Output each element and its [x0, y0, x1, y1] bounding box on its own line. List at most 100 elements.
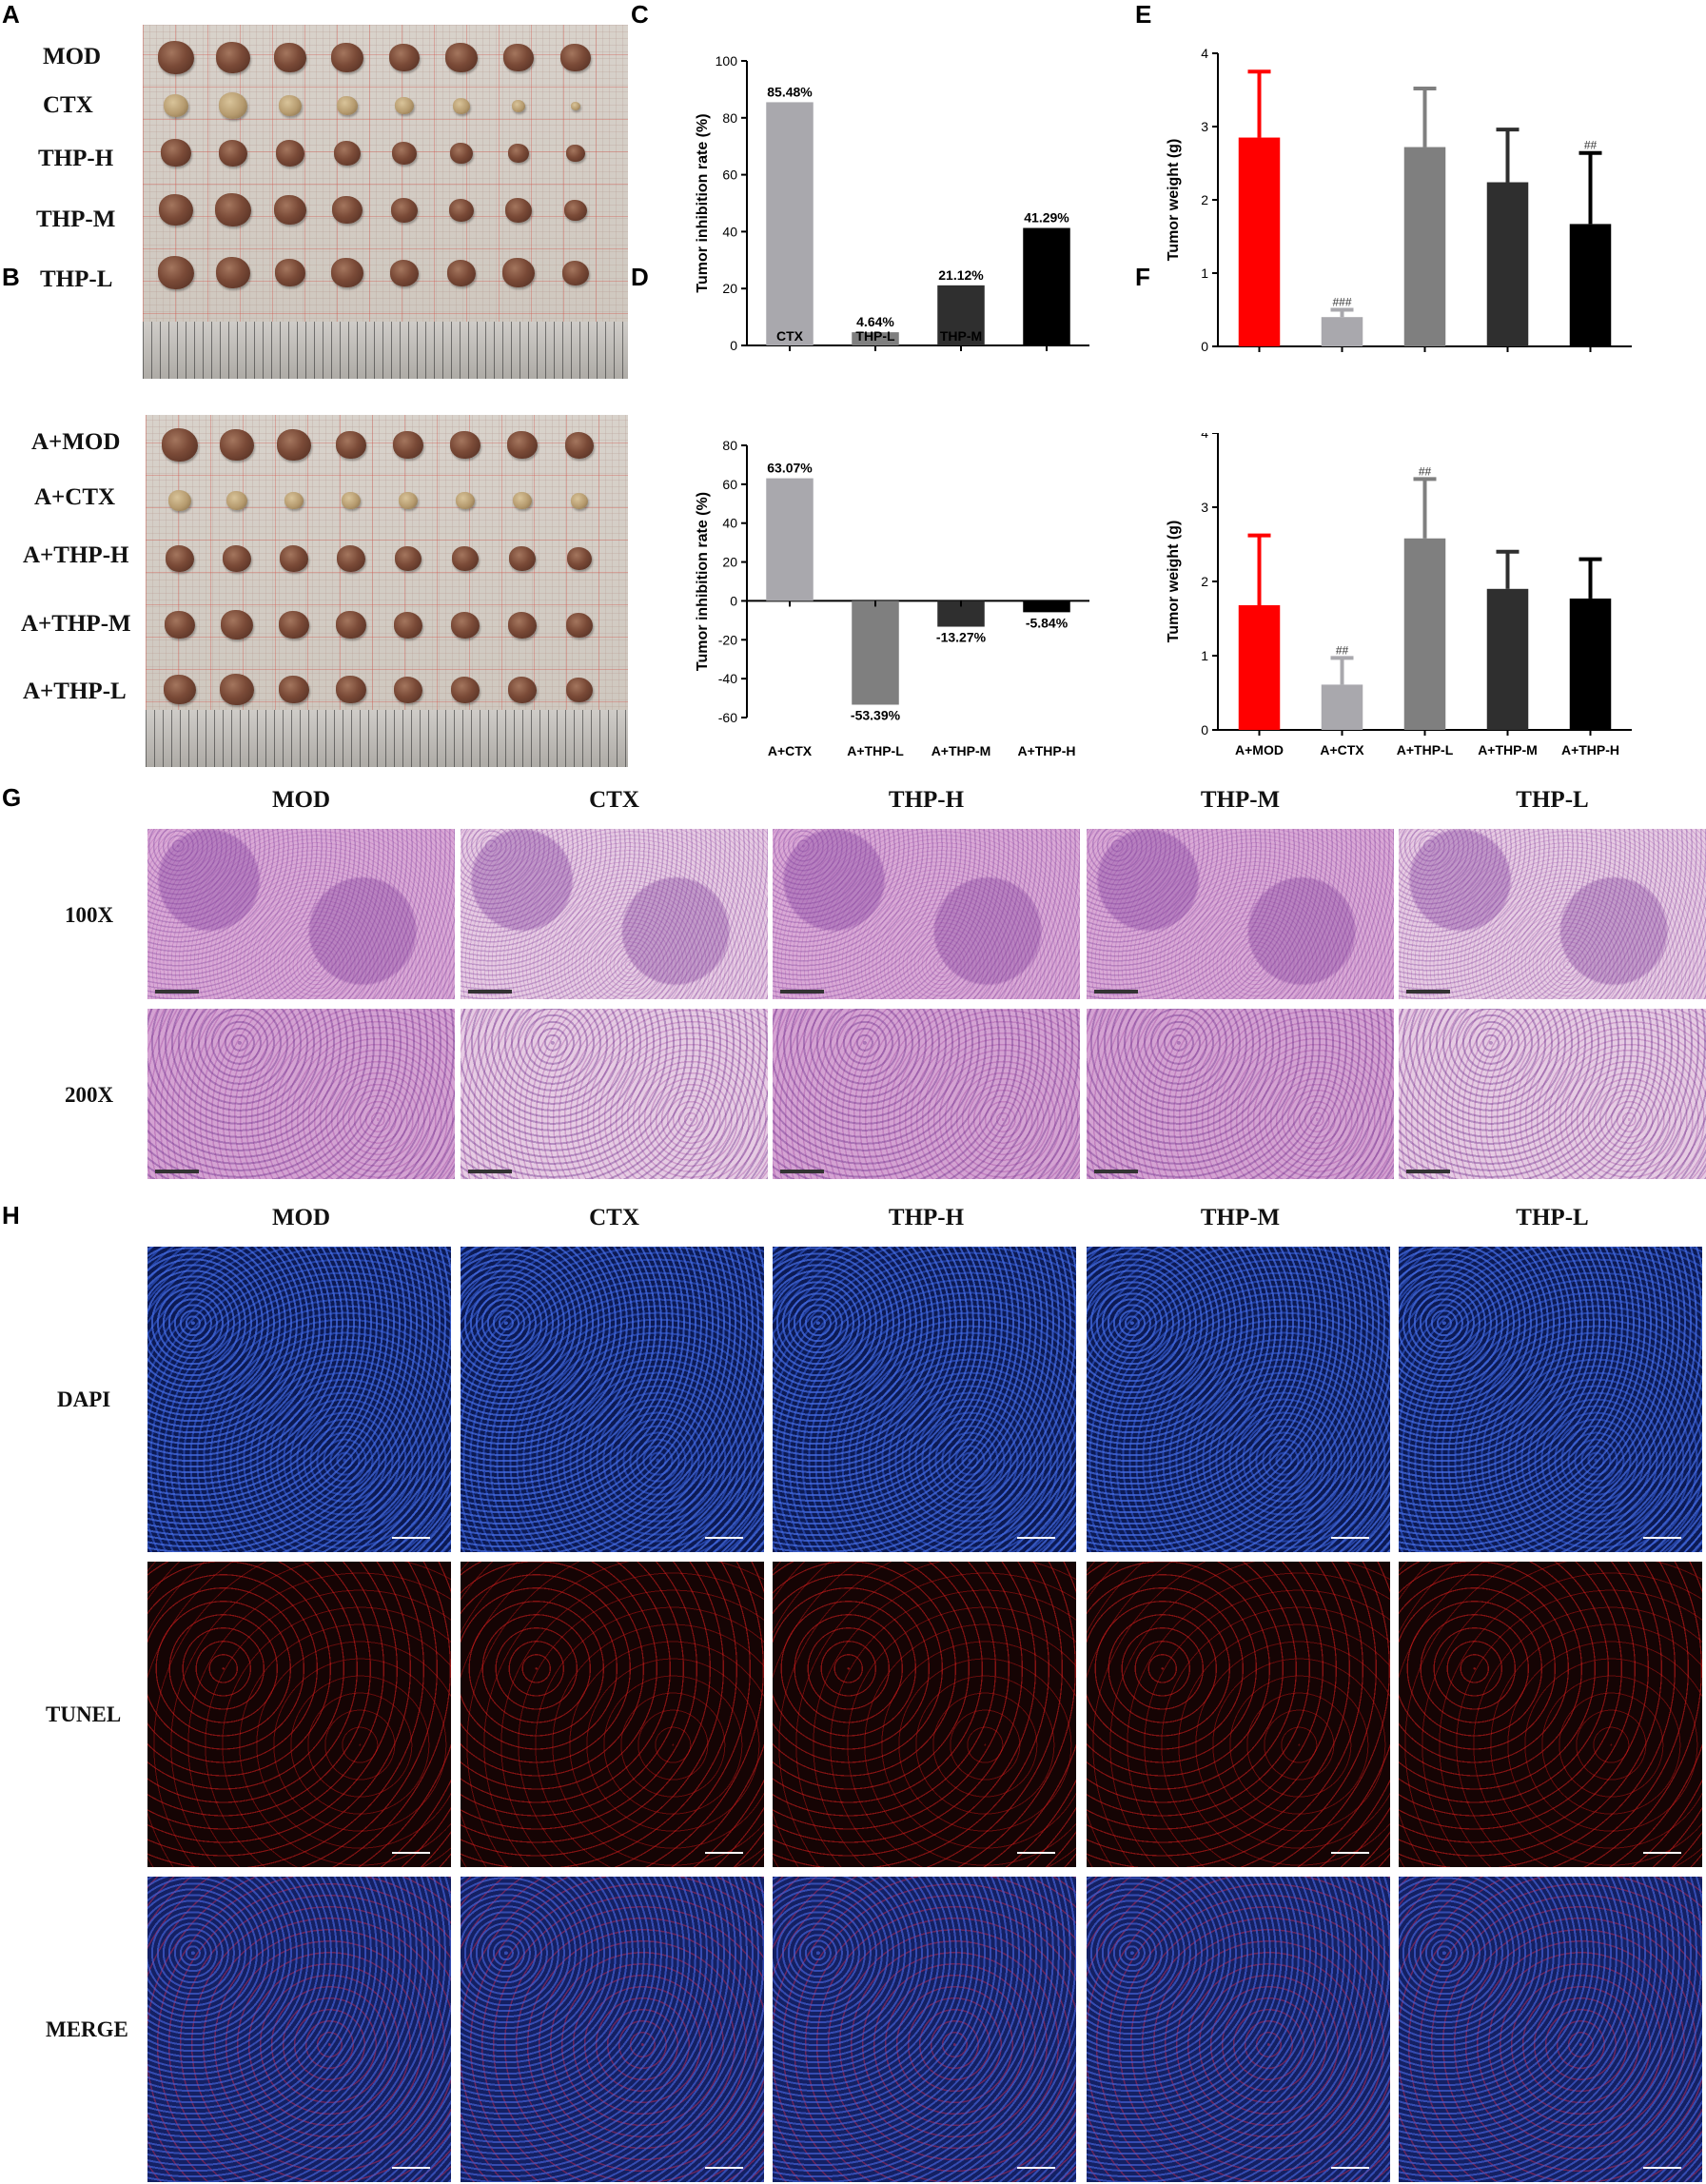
fluorescence-micrograph — [1399, 1877, 1702, 2182]
tumor — [571, 102, 580, 111]
panel-letter-h: H — [2, 1201, 20, 1230]
tumor — [215, 193, 251, 226]
bar — [766, 478, 814, 601]
tumor — [164, 675, 196, 705]
histology-column-title: THP-L — [1516, 787, 1589, 813]
fluorescence-micrograph — [773, 1562, 1076, 1867]
y-tick-label: 20 — [722, 555, 737, 570]
bar — [1486, 182, 1529, 346]
scale-bar — [705, 1537, 743, 1539]
x-tick-label: CTX — [776, 328, 804, 344]
fluorescence-column-title: CTX — [589, 1205, 639, 1230]
scale-bar — [1643, 1537, 1681, 1539]
tumor — [503, 44, 534, 72]
tumor — [508, 612, 537, 639]
tumor — [447, 260, 476, 286]
tumor — [449, 199, 474, 222]
y-axis-label: Tumor inhibition rate (%) — [695, 113, 711, 292]
scale-bar — [1406, 1170, 1450, 1173]
tumor — [566, 613, 593, 638]
fluorescence-column-title: MOD — [271, 1205, 331, 1230]
fluorescence-micrograph — [1399, 1562, 1702, 1867]
tumor — [276, 140, 304, 167]
tumor — [451, 677, 480, 703]
bar — [1486, 588, 1529, 730]
he-micrograph — [1399, 829, 1706, 999]
histology-column-title: THP-H — [888, 787, 965, 813]
scale-bar — [780, 1170, 824, 1173]
y-tick-label: 0 — [730, 593, 737, 608]
tumor — [337, 96, 358, 116]
tumor — [279, 676, 309, 704]
tumor — [564, 200, 587, 222]
tumor — [161, 139, 191, 167]
tumor — [337, 545, 365, 572]
x-tick-label: A+THP-L — [847, 743, 904, 758]
he-micrograph — [147, 829, 455, 999]
y-tick-label: 4 — [1201, 433, 1208, 441]
tumor — [453, 98, 470, 114]
tumor — [274, 195, 306, 226]
x-tick-label: A+MOD — [1235, 742, 1284, 758]
tumor — [280, 545, 308, 572]
y-tick-label: 2 — [1201, 192, 1208, 207]
tumor — [164, 94, 188, 117]
tumor — [502, 258, 535, 288]
data-label: 41.29% — [1024, 210, 1069, 226]
tumor — [166, 545, 194, 572]
scale-bar — [1331, 1852, 1369, 1854]
fluorescence-micrograph — [1087, 1247, 1390, 1552]
tumor — [452, 546, 479, 571]
y-tick-label: 80 — [722, 110, 737, 126]
tumor-photo-a — [143, 25, 628, 379]
bar — [1238, 137, 1281, 346]
tumor — [221, 610, 253, 640]
y-tick-label: 60 — [722, 477, 737, 492]
y-tick-label: 3 — [1201, 119, 1208, 134]
tumor — [332, 196, 363, 225]
bar — [937, 285, 985, 345]
y-tick-label: 40 — [722, 516, 737, 531]
row-label-b-1: A+CTX — [34, 484, 116, 510]
histology-column-title: THP-M — [1200, 787, 1281, 813]
fluorescence-micrograph — [1087, 1562, 1390, 1867]
tumor — [220, 674, 254, 706]
y-tick-label: 60 — [722, 167, 737, 183]
significance-marker: ## — [1584, 139, 1598, 152]
x-tick-label: A+THP-H — [1017, 743, 1075, 758]
y-tick-label: -40 — [718, 671, 737, 686]
scale-bar — [1094, 1170, 1138, 1173]
y-tick-label: 0 — [730, 338, 737, 353]
tumor — [513, 492, 532, 510]
bar — [766, 102, 814, 346]
data-label: -5.84% — [1026, 615, 1069, 630]
scale-bar — [392, 1537, 430, 1539]
significance-marker: ## — [1419, 464, 1432, 478]
row-label-a-3: THP-M — [36, 207, 116, 232]
panel-letter-d: D — [631, 263, 649, 291]
significance-marker: ## — [1336, 643, 1349, 657]
tumor — [393, 431, 423, 460]
he-micrograph — [773, 829, 1080, 999]
y-tick-label: 1 — [1201, 648, 1208, 663]
tumor — [277, 429, 311, 462]
tumor — [284, 492, 304, 510]
tumor — [450, 143, 473, 165]
tumor — [216, 257, 250, 289]
he-micrograph — [461, 1009, 768, 1179]
scale-bar — [1017, 1537, 1055, 1539]
y-tick-label: -20 — [718, 632, 737, 647]
tumor — [336, 431, 366, 460]
row-label-a-4: THP-L — [40, 266, 113, 292]
histology-column-title: MOD — [271, 787, 331, 813]
fluorescence-micrograph — [147, 1877, 451, 2182]
tumor — [456, 492, 475, 510]
tumor — [334, 141, 361, 166]
y-tick-label: 4 — [1201, 46, 1208, 61]
tumor — [220, 429, 254, 462]
fluorescence-row-label: TUNEL — [46, 1702, 122, 1726]
tumor — [219, 140, 247, 167]
he-micrograph — [147, 1009, 455, 1179]
he-micrograph — [1087, 1009, 1394, 1179]
bar — [1569, 598, 1612, 730]
